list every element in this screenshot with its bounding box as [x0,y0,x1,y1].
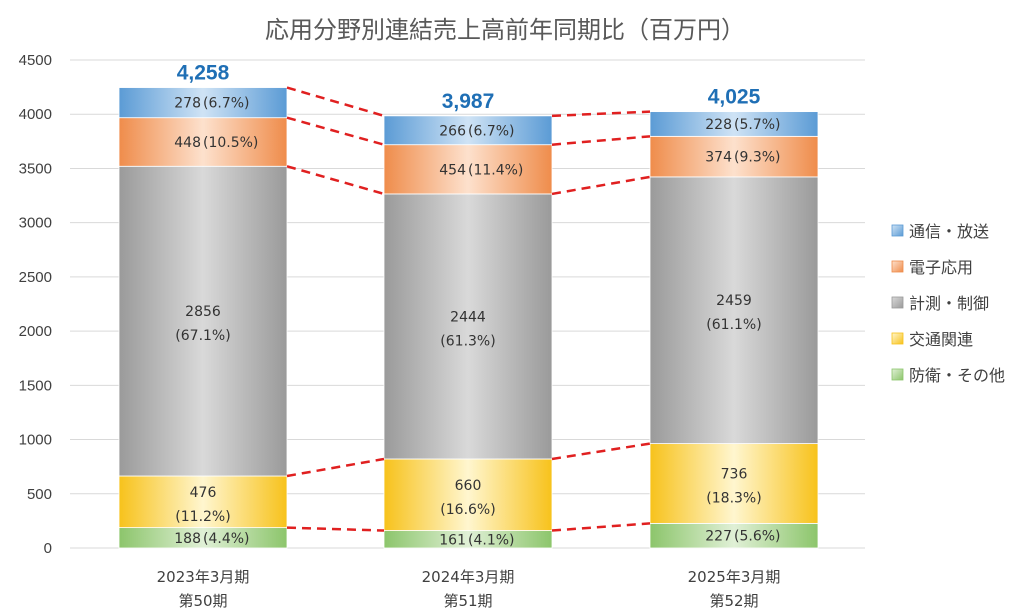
connector-line [551,522,651,532]
bar-segment [649,111,819,137]
x-tick-label: 2025年3月期 [688,568,781,586]
data-label-value: 454 [439,162,466,178]
data-label-percent: (16.6%) [440,502,495,518]
bar-segment [649,135,819,178]
bar-segment [383,115,553,146]
x-tick-label-period: 第50期 [178,592,227,610]
data-label-value: 2444 [450,309,486,325]
x-tick-label: 2023年3月期 [157,568,250,586]
data-label-percent: (5.7%) [734,117,781,133]
data-label-value: 374 [705,150,732,166]
data-label-percent: (6.7%) [203,96,250,112]
data-label-value: 476 [190,485,217,501]
legend-label: 電子応用 [909,258,973,277]
legend-label: 通信・放送 [909,222,989,241]
legend-label: 防衛・その他 [909,366,1005,385]
data-label-value: 736 [721,466,748,482]
data-label-value: 2459 [716,293,752,309]
y-tick-label: 500 [27,486,52,503]
legend-label: 計測・制御 [909,294,989,313]
data-label-percent: (11.4%) [468,162,523,178]
x-tick-label-period: 第51期 [443,592,492,610]
data-label-value: 278 [174,96,201,112]
bar-segment [118,117,288,167]
legend-swatch [891,224,904,237]
data-label-value: 228 [705,117,732,133]
y-tick-label: 3500 [19,160,52,177]
x-tick-label-period: 第52期 [709,592,758,610]
data-labels: 188 (4.4%) 476 (11.2%) 2856 (67.1%) 448 (10.5%)… [174,62,780,549]
connector-line [551,135,651,146]
connector-line [286,526,385,532]
y-axis: 0 500 1000 1500 2000 2500 3000 3500 4000 4500 [19,52,52,557]
connector-line [286,165,385,196]
bar-segment [118,87,288,119]
connector-line [286,116,385,146]
data-label-percent: (61.3%) [440,333,495,349]
data-label-value: 266 [439,123,466,139]
total-label: 4,258 [177,62,230,85]
bars [118,87,819,549]
bar-segment [649,176,819,444]
data-label-percent: (10.5%) [203,135,258,151]
chart-title: 応用分野別連結売上高前年同期比（百万円） [265,16,745,44]
data-label-value: 161 [439,532,466,548]
legend-swatch [891,260,904,273]
bar-segment [118,475,288,529]
data-label-value: 227 [705,529,732,545]
data-label-percent: (6.7%) [468,123,515,139]
connector-line [551,175,651,196]
data-label-percent: (18.3%) [706,490,761,506]
bar-segment [383,144,553,195]
bar-segment [383,193,553,460]
bar-segment [383,458,553,531]
bar-segment [649,522,819,549]
data-label-percent: (61.1%) [706,317,761,333]
data-label-percent: (67.1%) [175,328,230,344]
total-label: 4,025 [708,86,761,109]
y-tick-label: 1500 [19,377,52,394]
connectors [286,86,651,532]
y-tick-label: 0 [44,540,52,557]
legend-swatch [891,296,904,309]
data-label-value: 448 [174,135,201,151]
legend-swatch [891,332,904,345]
connector-line [551,110,651,118]
y-tick-label: 4000 [19,106,52,123]
total-label: 3,987 [442,90,495,113]
data-label-percent: (5.6%) [734,529,781,545]
legend-swatch [891,368,904,381]
data-label-percent: (4.1%) [468,532,515,548]
connector-line [551,442,651,461]
data-label-value: 660 [455,478,482,494]
data-label-percent: (9.3%) [734,150,781,166]
data-label-percent: (11.2%) [175,509,230,525]
connector-line [286,86,385,118]
x-tick-label: 2024年3月期 [422,568,515,586]
data-label-percent: (4.4%) [203,531,250,547]
y-tick-label: 3000 [19,215,52,232]
y-tick-label: 4500 [19,52,52,69]
legend-label: 交通関連 [909,330,973,349]
y-tick-label: 2500 [19,269,52,286]
connector-line [286,457,385,478]
y-tick-label: 2000 [19,323,52,340]
bar-segment [118,165,288,477]
y-tick-label: 1000 [19,432,52,449]
bar-segment [649,443,819,524]
data-label-value: 2856 [185,304,221,320]
data-label-value: 188 [174,531,201,547]
